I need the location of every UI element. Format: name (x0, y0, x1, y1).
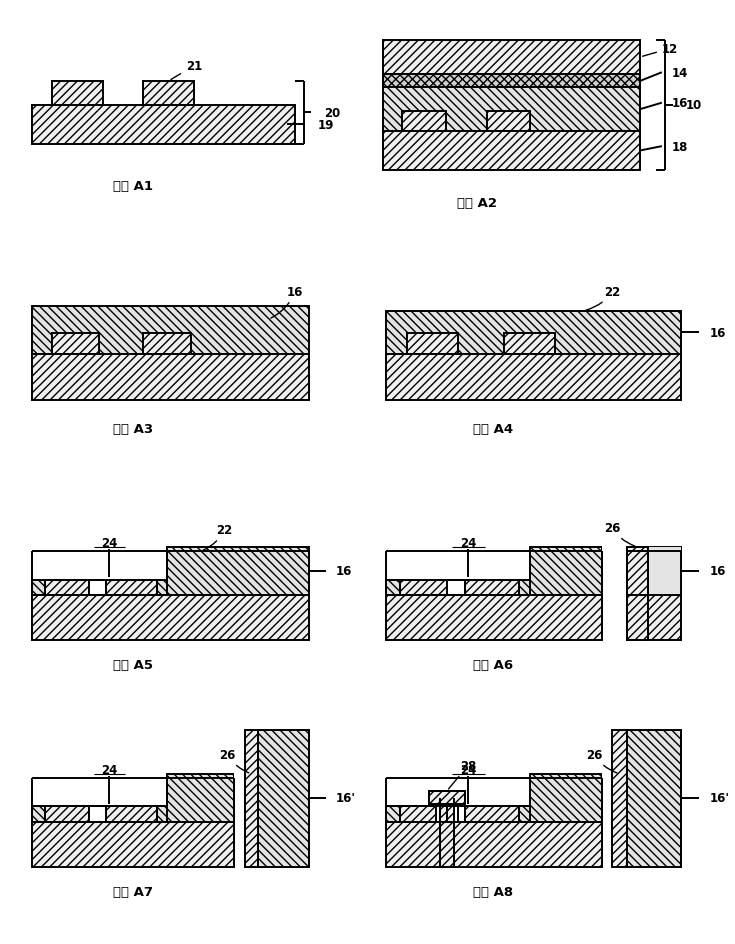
Text: 24: 24 (460, 763, 476, 776)
Bar (32, 106, 295, 144)
Bar (385, 312, 681, 355)
Bar (385, 821, 601, 868)
Bar (385, 806, 529, 821)
Bar (167, 548, 309, 595)
Bar (89, 806, 106, 821)
Bar (436, 806, 457, 821)
Text: 12: 12 (642, 42, 678, 58)
Bar (32, 580, 167, 595)
Bar (627, 593, 681, 641)
Bar (383, 132, 640, 171)
Text: 16': 16' (336, 791, 356, 804)
Bar (465, 806, 519, 821)
Bar (385, 355, 681, 400)
Text: 26: 26 (604, 521, 635, 547)
Bar (245, 731, 258, 868)
Bar (106, 806, 157, 821)
Bar (612, 731, 627, 868)
Text: 24: 24 (460, 536, 476, 549)
Text: 28: 28 (448, 759, 476, 789)
Bar (32, 307, 309, 355)
Text: 16: 16 (336, 565, 352, 578)
Bar (52, 82, 103, 106)
Bar (89, 580, 106, 595)
Bar (385, 580, 529, 595)
Bar (45, 580, 89, 595)
Bar (440, 798, 454, 868)
Text: 10: 10 (685, 99, 702, 112)
Bar (383, 41, 640, 76)
Bar (32, 355, 309, 400)
Text: 步骤 A6: 步骤 A6 (473, 658, 514, 671)
Bar (529, 774, 601, 821)
Bar (258, 731, 309, 868)
Text: 16': 16' (709, 791, 730, 804)
Bar (627, 731, 681, 868)
Text: 20: 20 (324, 107, 340, 120)
Bar (601, 504, 627, 641)
Bar (529, 548, 601, 595)
Text: 步骤 A5: 步骤 A5 (113, 658, 153, 671)
Text: 步骤 A1: 步骤 A1 (113, 179, 153, 193)
Bar (143, 82, 194, 106)
Bar (52, 334, 99, 355)
Text: 22: 22 (587, 285, 620, 311)
Text: 24: 24 (101, 763, 118, 776)
Bar (106, 580, 157, 595)
Bar (45, 806, 89, 821)
Text: 步骤 A2: 步骤 A2 (457, 197, 497, 210)
Bar (627, 548, 681, 595)
Text: 14: 14 (671, 67, 688, 79)
Bar (627, 548, 648, 641)
Bar (601, 731, 627, 868)
Bar (487, 112, 531, 132)
Text: 19: 19 (318, 119, 334, 132)
Bar (627, 548, 681, 595)
Text: 26: 26 (587, 748, 617, 773)
Bar (234, 731, 258, 868)
Text: 18: 18 (671, 141, 688, 154)
Text: 16: 16 (671, 97, 688, 110)
Text: 步骤 A4: 步骤 A4 (473, 422, 514, 435)
Bar (383, 76, 640, 89)
Text: 21: 21 (171, 60, 202, 80)
Text: 24: 24 (101, 536, 118, 549)
Bar (465, 580, 519, 595)
Text: 步骤 A3: 步骤 A3 (113, 422, 153, 435)
Bar (447, 806, 465, 821)
Bar (32, 821, 234, 868)
Bar (447, 580, 465, 595)
Text: 步骤 A7: 步骤 A7 (113, 885, 153, 898)
Bar (400, 806, 447, 821)
Bar (400, 580, 447, 595)
Bar (32, 595, 309, 641)
Bar (429, 791, 465, 804)
Text: 16: 16 (270, 285, 304, 319)
Text: 步骤 A8: 步骤 A8 (473, 885, 514, 898)
Bar (167, 774, 234, 821)
Text: 22: 22 (203, 524, 232, 550)
Bar (32, 806, 167, 821)
Bar (383, 89, 640, 132)
Bar (407, 334, 457, 355)
Bar (504, 334, 555, 355)
Bar (143, 334, 190, 355)
Bar (402, 112, 446, 132)
Text: 16: 16 (709, 565, 726, 578)
Bar (385, 595, 601, 641)
Text: 16: 16 (709, 327, 726, 340)
Text: 26: 26 (220, 748, 248, 773)
